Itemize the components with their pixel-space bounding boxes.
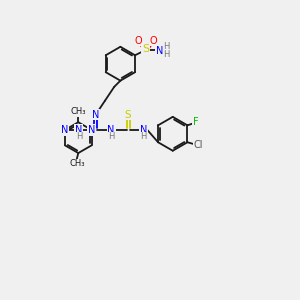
Text: N: N xyxy=(107,125,115,135)
Text: O: O xyxy=(134,36,142,46)
Text: H: H xyxy=(140,132,147,141)
Text: Cl: Cl xyxy=(194,140,203,150)
Text: O: O xyxy=(150,36,158,46)
Text: H: H xyxy=(108,132,114,141)
Text: N: N xyxy=(75,125,82,135)
Text: S: S xyxy=(142,44,149,54)
Text: H: H xyxy=(76,132,82,141)
Text: CH₃: CH₃ xyxy=(69,159,85,168)
Text: N: N xyxy=(88,125,95,135)
Text: H: H xyxy=(164,50,170,59)
Text: CH₃: CH₃ xyxy=(70,107,86,116)
Text: N: N xyxy=(156,46,164,56)
Text: F: F xyxy=(193,117,199,127)
Text: N: N xyxy=(140,125,147,135)
Text: N: N xyxy=(61,125,69,135)
Text: H: H xyxy=(164,42,170,51)
Text: S: S xyxy=(125,110,131,119)
Text: N: N xyxy=(92,110,99,119)
